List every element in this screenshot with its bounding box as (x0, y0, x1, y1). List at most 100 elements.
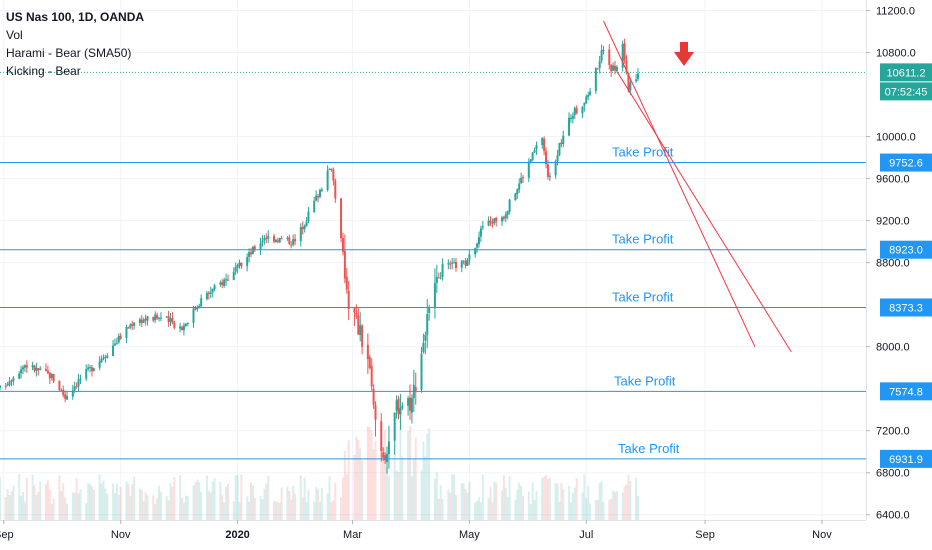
volume-bar (278, 502, 281, 520)
grid (0, 0, 866, 520)
candle-body (569, 117, 572, 119)
candle-body (251, 246, 254, 254)
volume-bar (184, 495, 187, 520)
volume-bar (131, 484, 134, 520)
candle-body (117, 335, 120, 343)
candle-body (518, 183, 521, 190)
candle-body (171, 317, 174, 323)
indicator-harami[interactable]: Harami - Bear (SMA50) (6, 46, 132, 60)
candle-body (451, 262, 454, 264)
volume-bar (614, 492, 617, 520)
candle-body (334, 180, 337, 199)
candle-body (340, 198, 343, 239)
volume-bar (112, 483, 115, 520)
volume-bar (493, 481, 496, 520)
volume-bar (44, 484, 47, 520)
candle-body (608, 49, 611, 65)
volume-bar (414, 437, 417, 520)
candle-body (426, 314, 429, 335)
x-tick-label: 2020 (225, 529, 249, 541)
volume-bar (261, 499, 264, 520)
volume-label[interactable]: Vol (6, 28, 23, 42)
volume-bar (200, 491, 203, 520)
y-tick-label: 6400.0 (876, 510, 910, 522)
candle-body (359, 325, 362, 336)
candle-body (615, 66, 618, 71)
volume-bar (635, 477, 638, 520)
volume-bar (477, 497, 480, 520)
volume-bar (288, 491, 291, 520)
candles (0, 38, 640, 474)
x-tick-label: Mar (343, 529, 362, 541)
volume-bar (546, 478, 549, 520)
volume-bar (142, 501, 145, 520)
volume-bar (12, 485, 15, 520)
volume-bar (447, 489, 450, 520)
candle-body (299, 227, 302, 242)
volume-bar (79, 489, 82, 520)
symbol-title[interactable]: US Nas 100, 1D, OANDA (6, 10, 145, 24)
candle-body (305, 221, 308, 227)
candle-body (433, 283, 436, 309)
level-price-tag (880, 153, 932, 172)
candle-body (571, 115, 574, 119)
candle-body (568, 117, 571, 136)
candle-body (267, 235, 270, 239)
candle-body (98, 361, 101, 368)
volume-bar (21, 491, 24, 520)
candle-body (186, 322, 189, 325)
candle-body (474, 248, 477, 255)
candle-body (77, 379, 80, 387)
candle-body (249, 252, 252, 255)
candle-body (454, 261, 457, 269)
channel-line (616, 71, 792, 353)
volume-bar (600, 481, 603, 520)
price-axis[interactable]: 9752.6 8923.0 8373.3 7574.8 6931.9 10611.2 07:… (866, 0, 932, 522)
volume-bar (240, 474, 243, 520)
y-tick-label: 8000.0 (876, 342, 910, 354)
x-tick-label: Nov (812, 529, 832, 541)
level-lines: Take Profit Take Profit Take Profit Take Pr… (0, 71, 866, 460)
candle-body (558, 143, 561, 156)
candle-body (476, 243, 479, 248)
volume-bar (113, 493, 116, 520)
volume-bar (395, 470, 398, 520)
candle-body (138, 319, 141, 323)
volume-bar (90, 485, 93, 520)
candle-body (303, 225, 306, 229)
candle-body (154, 314, 157, 321)
volume-bar (326, 493, 329, 520)
indicator-kicking[interactable]: Kicking - Bear (6, 64, 81, 78)
volume-bar (359, 448, 362, 520)
candle-body (596, 68, 599, 70)
time-axis[interactable]: Sep Nov 2020 Mar May Jul Sep Nov (0, 520, 866, 541)
last-price-label: 10611.2 (887, 67, 926, 79)
candle-body (500, 217, 503, 222)
volume-bar (182, 502, 185, 520)
candle-body (25, 365, 28, 368)
volume-bar (259, 496, 262, 520)
y-tick-label: 9600.0 (876, 174, 910, 186)
level-price-label: 6931.9 (889, 454, 923, 466)
volume-bar (529, 503, 532, 520)
volume-bar (386, 467, 389, 520)
volume-bar (518, 482, 521, 520)
volume-bar (232, 501, 235, 520)
volume-bar (387, 476, 390, 520)
volume-bar (71, 492, 74, 520)
volume-bar (543, 476, 546, 520)
candle-body (493, 218, 496, 224)
volume-bar (223, 502, 226, 520)
candle-body (246, 257, 249, 267)
volume-bar (407, 431, 410, 520)
candle-body (533, 150, 536, 153)
candle-body (85, 369, 88, 379)
volume-bar (422, 441, 425, 520)
candle-body (146, 316, 149, 321)
volume-bar (454, 494, 457, 520)
candle-body (315, 195, 318, 201)
volume-bar (192, 485, 195, 520)
candle-body (487, 220, 490, 226)
volume-bar (366, 425, 369, 520)
